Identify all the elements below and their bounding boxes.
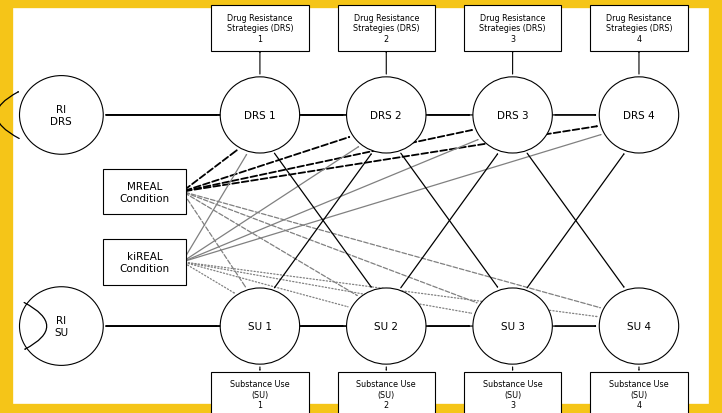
Ellipse shape (599, 78, 679, 154)
Ellipse shape (599, 288, 679, 364)
Ellipse shape (473, 78, 552, 154)
Text: Substance Use
(SU)
1: Substance Use (SU) 1 (230, 380, 290, 409)
Text: DRS 2: DRS 2 (370, 111, 402, 121)
Text: Drug Resistance
Strategies (DRS)
4: Drug Resistance Strategies (DRS) 4 (606, 14, 672, 44)
Ellipse shape (347, 288, 426, 364)
Text: Substance Use
(SU)
4: Substance Use (SU) 4 (609, 380, 669, 409)
Text: SU 4: SU 4 (627, 321, 651, 331)
FancyBboxPatch shape (464, 6, 562, 52)
Text: Drug Resistance
Strategies (DRS)
2: Drug Resistance Strategies (DRS) 2 (353, 14, 419, 44)
Text: RI
DRS: RI DRS (51, 104, 72, 127)
Text: Substance Use
(SU)
2: Substance Use (SU) 2 (357, 380, 416, 409)
Text: SU 1: SU 1 (248, 321, 272, 331)
Text: Drug Resistance
Strategies (DRS)
3: Drug Resistance Strategies (DRS) 3 (479, 14, 546, 44)
Ellipse shape (19, 76, 103, 155)
FancyBboxPatch shape (9, 5, 713, 408)
Text: RI
SU: RI SU (54, 315, 69, 337)
FancyBboxPatch shape (103, 240, 186, 285)
Text: DRS 1: DRS 1 (244, 111, 276, 121)
FancyBboxPatch shape (103, 169, 186, 215)
Text: SU 3: SU 3 (500, 321, 525, 331)
Ellipse shape (19, 287, 103, 366)
Ellipse shape (220, 288, 300, 364)
Ellipse shape (473, 288, 552, 364)
FancyBboxPatch shape (211, 372, 308, 413)
FancyBboxPatch shape (591, 372, 687, 413)
FancyBboxPatch shape (338, 372, 435, 413)
Text: SU 2: SU 2 (374, 321, 399, 331)
Ellipse shape (220, 78, 300, 154)
Text: DRS 4: DRS 4 (623, 111, 655, 121)
Text: MREAL
Condition: MREAL Condition (119, 181, 170, 203)
Text: kiREAL
Condition: kiREAL Condition (119, 251, 170, 273)
FancyBboxPatch shape (591, 6, 687, 52)
FancyBboxPatch shape (338, 6, 435, 52)
FancyBboxPatch shape (464, 372, 562, 413)
Text: Substance Use
(SU)
3: Substance Use (SU) 3 (483, 380, 542, 409)
Text: Drug Resistance
Strategies (DRS)
1: Drug Resistance Strategies (DRS) 1 (227, 14, 293, 44)
Text: DRS 3: DRS 3 (497, 111, 529, 121)
FancyBboxPatch shape (211, 6, 308, 52)
Ellipse shape (347, 78, 426, 154)
